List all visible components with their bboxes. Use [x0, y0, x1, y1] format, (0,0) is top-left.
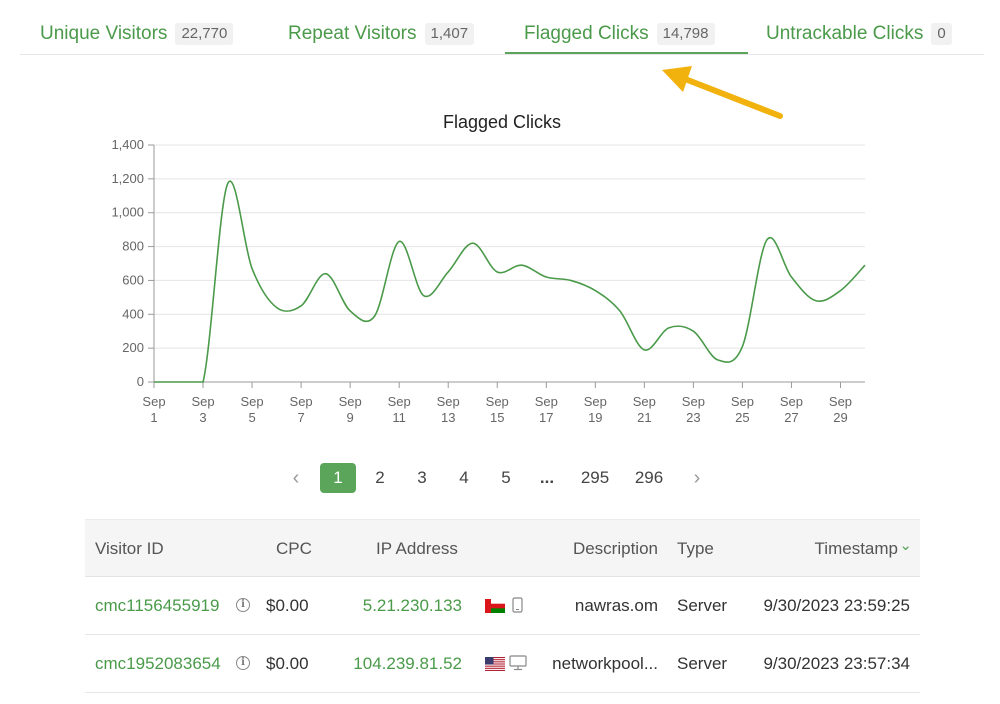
cpc-value: $0.00 [266, 654, 309, 673]
y-tick-label: 0 [137, 374, 144, 389]
page-button-1[interactable]: 1 [320, 463, 356, 493]
x-axis-ticks: Sep 1 Sep 3 Sep 5 Sep 7 Sep 9 Sep 11 Sep 13 Sep 15 Sep 17… [142, 382, 852, 425]
x-tick-label: Sep 13 [437, 394, 460, 425]
cpc-value: $0.00 [266, 596, 309, 615]
x-tick-label: Sep 15 [486, 394, 509, 425]
sort-chevron-down-icon[interactable]: ⌄ [899, 537, 912, 554]
tab-label: Repeat Visitors [288, 23, 417, 44]
page-ellipsis[interactable]: ... [539, 468, 555, 487]
tab-count-badge: 1,407 [424, 23, 475, 45]
x-tick-label: Sep 19 [584, 394, 607, 425]
flagged-clicks-chart: Flagged Clicks 0 200 400 600 800 1,000 1,200 1,… [111, 112, 866, 425]
timestamp-text: 9/30/2023 23:59:25 [763, 596, 910, 615]
clicks-table: Visitor ID CPC IP Address Description Ty… [85, 519, 920, 693]
y-tick-label: 800 [122, 239, 144, 254]
chart-title: Flagged Clicks [443, 112, 561, 132]
ip-address-link[interactable]: 5.21.230.133 [362, 596, 462, 615]
x-tick-label: Sep 5 [240, 394, 263, 425]
next-page-button[interactable]: › [693, 466, 701, 489]
y-axis-ticks: 0 200 400 600 800 1,000 1,200 1,400 [111, 137, 154, 389]
column-header-description[interactable]: Description [572, 539, 658, 558]
tab-unique-visitors[interactable]: Unique Visitors 22,770 [40, 20, 234, 48]
tab-label: Unique Visitors [40, 23, 168, 44]
page-button-2[interactable]: 2 [375, 468, 385, 487]
x-tick-label: Sep 3 [191, 394, 214, 425]
x-tick-label: Sep 29 [829, 394, 852, 425]
y-tick-label: 200 [122, 340, 144, 355]
y-tick-label: 1,000 [111, 205, 144, 220]
x-tick-label: Sep 21 [633, 394, 656, 425]
y-tick-label: 1,200 [111, 171, 144, 186]
y-tick-label: 600 [122, 272, 144, 287]
x-tick-label: Sep 1 [142, 394, 165, 425]
tab-count-badge: 22,770 [175, 23, 234, 45]
pagination: ‹ 1 2 3 4 5 ... 295 296 › [0, 463, 1000, 495]
tab-count-badge: 0 [931, 23, 952, 45]
x-tick-label: Sep 23 [682, 394, 705, 425]
visitor-id-link[interactable]: cmc1156455919 [95, 596, 220, 615]
x-tick-label: Sep 27 [780, 394, 803, 425]
info-icon[interactable]: i [236, 598, 250, 612]
x-tick-label: Sep 17 [535, 394, 558, 425]
ip-address-link[interactable]: 104.239.81.52 [353, 654, 462, 673]
chart-gridlines [153, 144, 865, 388]
tab-count-badge: 14,798 [656, 23, 715, 45]
info-icon[interactable]: i [236, 656, 250, 670]
tab-repeat-visitors[interactable]: Repeat Visitors 1,407 [288, 20, 475, 48]
page-button-4[interactable]: 4 [459, 468, 469, 487]
tab-bar: Unique Visitors 22,770 Repeat Visitors 1… [20, 0, 984, 55]
column-header-visitor-id[interactable]: Visitor ID [95, 539, 164, 558]
x-tick-label: Sep 7 [290, 394, 313, 425]
description-text: networkpool... [552, 654, 658, 673]
column-header-timestamp[interactable]: Timestamp [814, 539, 898, 558]
annotation-arrow-icon [662, 66, 783, 119]
x-tick-label: Sep 25 [731, 394, 754, 425]
table-header: Visitor ID CPC IP Address Description Ty… [85, 519, 920, 577]
prev-page-button[interactable]: ‹ [292, 466, 300, 489]
type-text: Server [677, 596, 728, 615]
series-line [153, 180, 866, 383]
timestamp-text: 9/30/2023 23:57:34 [763, 654, 910, 673]
active-tab-indicator [505, 52, 748, 54]
y-tick-label: 1,400 [111, 137, 144, 152]
desktop-icon [509, 655, 527, 671]
x-tick-label: Sep 11 [388, 394, 411, 425]
type-text: Server [677, 654, 728, 673]
tab-label: Flagged Clicks [524, 23, 649, 44]
page-button-296[interactable]: 296 [634, 468, 664, 487]
description-text: nawras.om [574, 596, 658, 615]
mobile-icon [512, 597, 523, 613]
tab-untrackable-clicks[interactable]: Untrackable Clicks 0 [766, 20, 952, 48]
page-button-5[interactable]: 5 [501, 468, 511, 487]
y-tick-label: 400 [122, 306, 144, 321]
table-row: cmc1156455919 i $0.00 5.21.230.133 nawra… [85, 577, 920, 635]
column-header-cpc[interactable]: CPC [276, 539, 312, 558]
column-header-type[interactable]: Type [677, 539, 714, 558]
page-button-3[interactable]: 3 [417, 468, 427, 487]
column-header-ip-address[interactable]: IP Address [376, 539, 458, 558]
table-row: cmc1952083654 i $0.00 104.239.81.52 netw… [85, 635, 920, 693]
page-button-295[interactable]: 295 [580, 468, 610, 487]
oman-flag-icon [485, 599, 505, 613]
x-tick-label: Sep 9 [339, 394, 362, 425]
us-flag-icon [485, 657, 505, 671]
tab-flagged-clicks[interactable]: Flagged Clicks 14,798 [524, 20, 715, 48]
visitor-id-link[interactable]: cmc1952083654 [95, 654, 221, 673]
tab-label: Untrackable Clicks [766, 23, 924, 44]
